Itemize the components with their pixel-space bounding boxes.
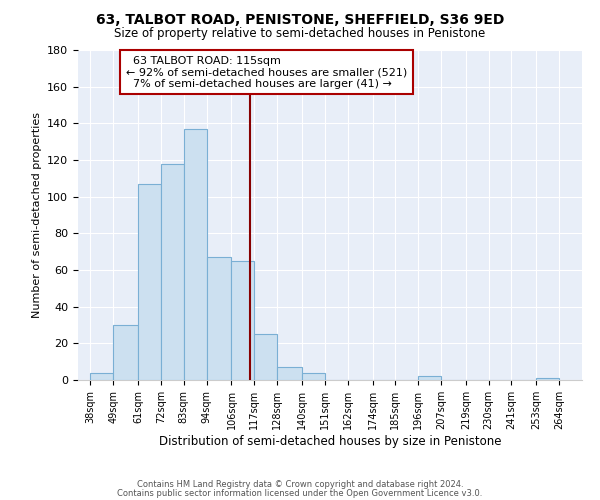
Bar [302,372,325,380]
Bar [161,164,184,380]
Bar [206,257,232,380]
Bar [536,378,559,380]
Bar [91,372,113,380]
Text: Contains HM Land Registry data © Crown copyright and database right 2024.: Contains HM Land Registry data © Crown c… [137,480,463,489]
X-axis label: Distribution of semi-detached houses by size in Penistone: Distribution of semi-detached houses by … [159,434,501,448]
Bar [418,376,441,380]
Bar [277,367,302,380]
Text: Contains public sector information licensed under the Open Government Licence v3: Contains public sector information licen… [118,489,482,498]
Bar [232,261,254,380]
Bar [184,129,206,380]
Y-axis label: Number of semi-detached properties: Number of semi-detached properties [32,112,41,318]
Bar [254,334,277,380]
Text: 63, TALBOT ROAD, PENISTONE, SHEFFIELD, S36 9ED: 63, TALBOT ROAD, PENISTONE, SHEFFIELD, S… [96,12,504,26]
Bar [138,184,161,380]
Text: Size of property relative to semi-detached houses in Penistone: Size of property relative to semi-detach… [115,28,485,40]
Text: 63 TALBOT ROAD: 115sqm
← 92% of semi-detached houses are smaller (521)
  7% of s: 63 TALBOT ROAD: 115sqm ← 92% of semi-det… [126,56,407,88]
Bar [113,325,138,380]
